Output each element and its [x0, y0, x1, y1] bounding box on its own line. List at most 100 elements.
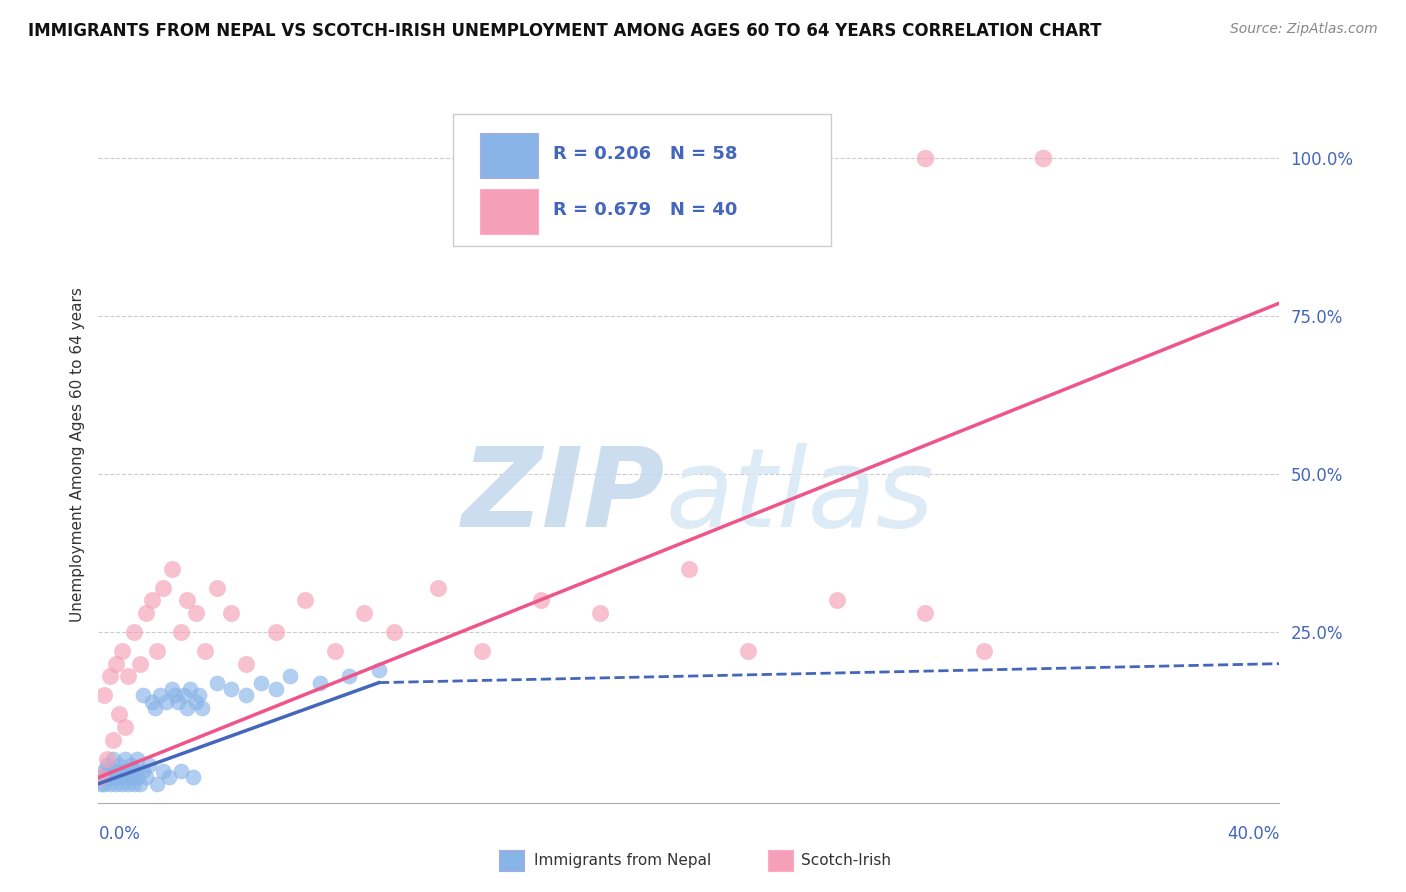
Text: R = 0.679   N = 40: R = 0.679 N = 40 — [553, 201, 738, 219]
FancyBboxPatch shape — [453, 114, 831, 246]
Point — [117, 764, 139, 779]
Point — [108, 707, 131, 722]
Point — [427, 581, 450, 595]
Point — [825, 593, 848, 607]
Point — [146, 777, 169, 791]
Point — [162, 681, 183, 696]
Point — [141, 695, 163, 709]
Point — [353, 606, 375, 620]
Point — [194, 644, 217, 658]
Point — [530, 593, 553, 607]
Text: 40.0%: 40.0% — [1227, 825, 1279, 843]
Point — [235, 688, 257, 702]
Point — [337, 669, 360, 683]
Point — [471, 644, 494, 658]
Point — [184, 695, 207, 709]
Point — [165, 688, 187, 702]
Point — [122, 777, 145, 791]
Point — [105, 764, 128, 779]
Point — [250, 675, 273, 690]
Point — [103, 771, 125, 785]
Text: R = 0.206   N = 58: R = 0.206 N = 58 — [553, 145, 738, 163]
Point — [90, 777, 112, 791]
Point — [191, 701, 214, 715]
FancyBboxPatch shape — [479, 134, 537, 178]
Point — [98, 669, 121, 683]
Point — [128, 657, 150, 671]
Point — [205, 581, 228, 595]
Point — [93, 777, 115, 791]
Point — [98, 764, 121, 779]
Point — [678, 562, 700, 576]
Point — [98, 777, 121, 791]
Point — [1032, 151, 1054, 165]
Point — [235, 657, 257, 671]
Point — [176, 593, 198, 607]
Point — [114, 720, 136, 734]
Point — [914, 151, 936, 165]
Point — [309, 675, 332, 690]
Point — [108, 771, 131, 785]
Point — [146, 644, 169, 658]
Point — [176, 701, 198, 715]
Point — [128, 777, 150, 791]
Point — [120, 771, 142, 785]
Point — [111, 777, 134, 791]
Point — [93, 688, 115, 702]
Point — [138, 757, 160, 772]
Point — [114, 771, 136, 785]
Point — [914, 606, 936, 620]
Point — [96, 771, 118, 785]
Text: atlas: atlas — [665, 443, 934, 550]
Point — [135, 606, 157, 620]
Point — [170, 764, 193, 779]
Point — [187, 688, 209, 702]
Point — [157, 771, 180, 785]
Y-axis label: Unemployment Among Ages 60 to 64 years: Unemployment Among Ages 60 to 64 years — [69, 287, 84, 623]
Point — [173, 688, 195, 702]
Point — [120, 757, 142, 772]
Point — [589, 606, 612, 620]
Point — [219, 606, 242, 620]
Point — [737, 644, 759, 658]
Point — [143, 701, 166, 715]
Text: 0.0%: 0.0% — [98, 825, 141, 843]
Point — [122, 764, 145, 779]
Point — [152, 581, 174, 595]
Point — [184, 606, 207, 620]
Point — [219, 681, 242, 696]
Point — [152, 764, 174, 779]
Point — [264, 681, 287, 696]
Point — [93, 764, 115, 779]
Point — [103, 751, 125, 765]
Text: Scotch-Irish: Scotch-Irish — [801, 854, 891, 868]
Point — [90, 771, 112, 785]
Point — [111, 764, 134, 779]
Point — [90, 771, 112, 785]
Point — [96, 757, 118, 772]
Point — [105, 657, 128, 671]
Point — [117, 777, 139, 791]
Text: Source: ZipAtlas.com: Source: ZipAtlas.com — [1230, 22, 1378, 37]
Point — [973, 644, 995, 658]
Point — [114, 751, 136, 765]
Point — [111, 644, 134, 658]
Point — [141, 593, 163, 607]
Point — [179, 681, 201, 696]
Point — [122, 625, 145, 640]
Text: IMMIGRANTS FROM NEPAL VS SCOTCH-IRISH UNEMPLOYMENT AMONG AGES 60 TO 64 YEARS COR: IMMIGRANTS FROM NEPAL VS SCOTCH-IRISH UN… — [28, 22, 1102, 40]
Point — [170, 625, 193, 640]
Point — [96, 751, 118, 765]
Point — [278, 669, 302, 683]
Point — [323, 644, 346, 658]
Text: Immigrants from Nepal: Immigrants from Nepal — [534, 854, 711, 868]
Point — [264, 625, 287, 640]
Point — [117, 669, 139, 683]
Point — [155, 695, 177, 709]
Point — [132, 764, 155, 779]
Point — [135, 771, 157, 785]
Point — [125, 751, 148, 765]
Text: ZIP: ZIP — [461, 443, 665, 550]
Point — [105, 777, 128, 791]
Point — [167, 695, 190, 709]
